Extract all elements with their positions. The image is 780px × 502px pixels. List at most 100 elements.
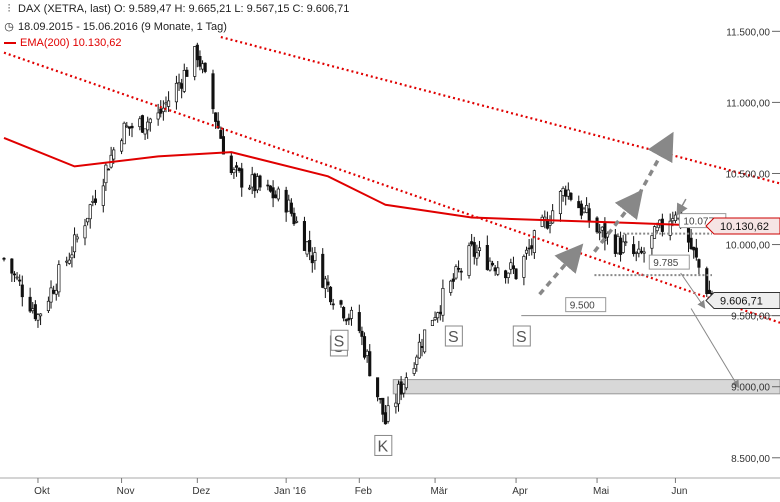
x-tick-label: Jan '16 bbox=[274, 486, 306, 497]
candle-body bbox=[180, 83, 184, 89]
candle-body bbox=[174, 82, 178, 103]
candle-body bbox=[449, 280, 453, 293]
candle-body bbox=[250, 174, 254, 188]
candle-body bbox=[15, 276, 19, 279]
candle-body bbox=[284, 189, 288, 213]
candle-body bbox=[412, 368, 416, 374]
candle-body bbox=[548, 222, 552, 226]
candle-body bbox=[441, 288, 445, 316]
candle-body bbox=[689, 237, 693, 250]
candle-body bbox=[632, 244, 636, 255]
last-price-text: 9.606,71 bbox=[720, 295, 763, 307]
candle-body bbox=[673, 214, 677, 221]
candle-body bbox=[31, 308, 35, 312]
candle-body bbox=[634, 251, 638, 254]
candle-body bbox=[506, 272, 510, 278]
candle-body bbox=[10, 258, 14, 274]
y-tick-label: 9.000,00 bbox=[731, 383, 770, 394]
candle-body bbox=[532, 230, 536, 253]
candle-body bbox=[49, 287, 53, 303]
candle-body bbox=[93, 198, 97, 203]
y-tick-label: 9.500,00 bbox=[731, 312, 770, 323]
candle-body bbox=[214, 112, 218, 122]
support-zone bbox=[392, 379, 780, 395]
candle-body bbox=[451, 278, 455, 282]
x-tick-label: Jun bbox=[671, 486, 687, 497]
candle-body bbox=[566, 189, 570, 197]
candle-body bbox=[292, 212, 296, 225]
candle-body bbox=[310, 255, 314, 264]
label-10077: 10.077 bbox=[683, 217, 714, 228]
candle-body bbox=[579, 203, 583, 216]
candle-body bbox=[676, 212, 680, 219]
y-tick-label: 10.000,00 bbox=[726, 241, 771, 252]
candle-body bbox=[287, 199, 291, 212]
candle-body bbox=[326, 281, 330, 286]
candle-body bbox=[600, 226, 604, 231]
candle-body bbox=[619, 237, 623, 255]
candle-body bbox=[106, 168, 111, 171]
candle-body bbox=[475, 252, 479, 259]
candle-body bbox=[323, 278, 327, 289]
candle-body bbox=[138, 118, 142, 128]
header-quote: DAX (XETRA, last) O: 9.589,47 H: 9.665,2… bbox=[18, 3, 350, 15]
header-line-1: ⫶ DAX (XETRA, last) O: 9.589,47 H: 9.665,… bbox=[4, 3, 350, 16]
candle-body bbox=[182, 70, 186, 92]
pattern-box-4 bbox=[330, 329, 349, 351]
candle-body bbox=[598, 231, 602, 234]
candle-body bbox=[637, 248, 641, 254]
projection-arrow-4 bbox=[676, 198, 688, 216]
candle-body bbox=[616, 235, 620, 254]
candle-body bbox=[127, 126, 131, 129]
candle-body bbox=[308, 240, 312, 252]
pattern-label-s-2: S bbox=[516, 329, 527, 346]
candle-body bbox=[362, 336, 367, 358]
candle-body bbox=[472, 242, 476, 257]
candle-body bbox=[399, 381, 403, 395]
candle-body bbox=[52, 289, 56, 294]
x-tick-label: Mär bbox=[430, 486, 448, 497]
header-line-3: EMA(200) 10.130,62 bbox=[4, 37, 122, 49]
pattern-label-k-3: K bbox=[377, 438, 388, 455]
y-tick-label: 11.000,00 bbox=[726, 98, 770, 109]
line-legend-icon bbox=[4, 42, 16, 45]
candle-body bbox=[255, 176, 259, 191]
candle-body bbox=[423, 329, 427, 353]
last-price-tag bbox=[705, 291, 780, 309]
candle-body bbox=[490, 262, 495, 266]
candle-body bbox=[159, 108, 163, 114]
candle-body bbox=[415, 356, 419, 365]
candle-body bbox=[253, 173, 257, 192]
candle-body bbox=[543, 216, 547, 220]
candle-body bbox=[705, 268, 709, 295]
candle-body bbox=[88, 204, 92, 220]
candle-body bbox=[20, 284, 24, 298]
candle-body bbox=[530, 245, 534, 249]
candle-body bbox=[101, 185, 105, 206]
candle-body bbox=[524, 249, 529, 254]
candle-body bbox=[561, 187, 565, 196]
ema-line bbox=[3, 137, 713, 227]
clock-icon: ◷ bbox=[4, 21, 14, 33]
candle-body bbox=[697, 259, 701, 268]
candle-body bbox=[694, 247, 698, 258]
candle-body bbox=[28, 296, 32, 312]
label-9500: 9.500 bbox=[570, 301, 595, 312]
candle-body bbox=[511, 265, 515, 270]
candle-body bbox=[104, 164, 108, 184]
y-tick-label: 8.500,00 bbox=[731, 454, 770, 465]
candle-body bbox=[268, 185, 273, 192]
candle-body bbox=[177, 82, 181, 85]
candle-body bbox=[368, 351, 372, 377]
label-9500-box bbox=[565, 297, 607, 313]
candle-body bbox=[266, 184, 270, 187]
candle-body bbox=[386, 405, 390, 422]
candle-body bbox=[216, 120, 220, 129]
candle-body bbox=[404, 377, 408, 389]
candle-body bbox=[221, 136, 226, 155]
candle-body bbox=[365, 350, 369, 356]
candle-body bbox=[417, 341, 421, 359]
candle-body bbox=[470, 241, 474, 245]
candle-body bbox=[313, 252, 317, 261]
